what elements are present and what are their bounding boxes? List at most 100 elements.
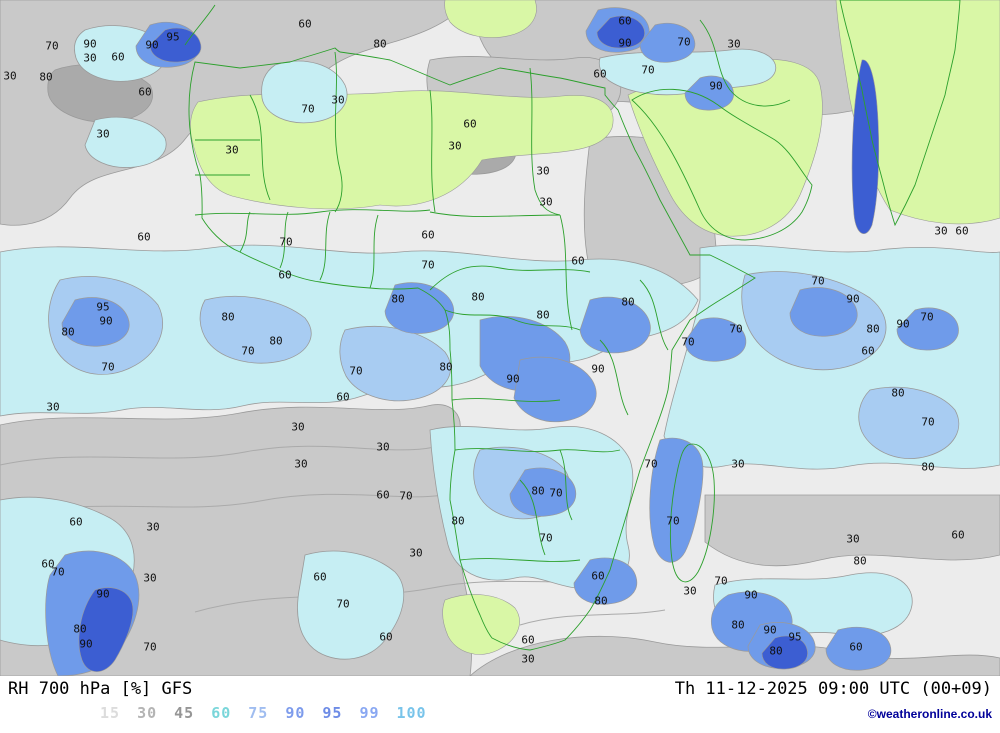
contour-label: 60: [298, 17, 312, 31]
contour-label: 90: [591, 362, 605, 376]
contour-label: 70: [539, 531, 553, 545]
contour-label: 30: [294, 457, 308, 471]
contour-label: 30: [934, 224, 948, 238]
legend-value-75: 75: [248, 704, 269, 722]
contour-label: 30: [146, 520, 160, 534]
contour-label: 80: [531, 484, 545, 498]
contour-label: 60: [571, 254, 585, 268]
contour-label: 90: [506, 372, 520, 386]
contour-label: 30: [46, 400, 60, 414]
contour-label: 90: [83, 37, 97, 51]
contour-label: 60: [138, 85, 152, 99]
contour-label: 70: [677, 35, 691, 49]
title-row: RH 700 hPa [%] GFS Th 11-12-2025 09:00 U…: [8, 679, 992, 699]
copyright-link[interactable]: ©weatheronline.co.uk: [867, 707, 992, 721]
legend-value-95: 95: [322, 704, 343, 722]
contour-label: 70: [920, 310, 934, 324]
contour-label: 80: [853, 554, 867, 568]
contour-label: 80: [439, 360, 453, 374]
contour-label: 70: [666, 514, 680, 528]
contour-label: 80: [866, 322, 880, 336]
contour-label: 60: [591, 569, 605, 583]
contour-label: 30: [727, 37, 741, 51]
legend-value-30: 30: [137, 704, 158, 722]
contour-label: 60: [521, 633, 535, 647]
contour-label: 30: [331, 93, 345, 107]
contour-label: 95: [96, 300, 110, 314]
contour-label: 80: [536, 308, 550, 322]
contour-label: 30: [539, 195, 553, 209]
rh-99-fill-layer: [78, 15, 880, 672]
contour-label: 60: [336, 390, 350, 404]
contour-label: 80: [221, 310, 235, 324]
contour-label: 30: [846, 532, 860, 546]
contour-label: 70: [549, 486, 563, 500]
contour-label: 60: [278, 268, 292, 282]
legend-value-45: 45: [174, 704, 195, 722]
contour-label: 80: [39, 70, 53, 84]
contour-label: 90: [99, 314, 113, 328]
contour-label: 60: [463, 117, 477, 131]
contour-label: 80: [621, 295, 635, 309]
legend-value-100: 100: [396, 704, 427, 722]
contour-label: 80: [891, 386, 905, 400]
contour-label: 80: [921, 460, 935, 474]
contour-label: 70: [811, 274, 825, 288]
contour-label: 90: [145, 38, 159, 52]
contour-label: 60: [861, 344, 875, 358]
legend-value-99: 99: [359, 704, 380, 722]
contour-label: 80: [269, 334, 283, 348]
contour-label: 30: [521, 652, 535, 666]
contour-label: 90: [709, 79, 723, 93]
contour-label: 60: [313, 570, 327, 584]
contour-label: 60: [618, 14, 632, 28]
contour-label: 90: [763, 623, 777, 637]
contour-label: 70: [279, 235, 293, 249]
map-title: RH 700 hPa [%] GFS: [8, 679, 193, 699]
contour-label: 70: [241, 344, 255, 358]
contour-label: 60: [137, 230, 151, 244]
contour-label: 60: [849, 640, 863, 654]
contour-label: 80: [731, 618, 745, 632]
map-area: 30 70 80 90 30 60 95 90 60 30 30 60 70 30 80 30 60 30 30 60…: [0, 0, 1000, 676]
contour-label: 60: [951, 528, 965, 542]
legend-value-60: 60: [211, 704, 232, 722]
contour-label: 30: [376, 440, 390, 454]
contour-label: 60: [955, 224, 969, 238]
contour-label: 90: [79, 637, 93, 651]
contour-label: 30: [409, 546, 423, 560]
contour-label: 70: [399, 489, 413, 503]
contour-label: 30: [96, 127, 110, 141]
contour-label: 95: [788, 630, 802, 644]
contour-label: 30: [448, 139, 462, 153]
contour-label: 80: [73, 622, 87, 636]
contour-label: 30: [683, 584, 697, 598]
contour-label: 70: [681, 335, 695, 349]
contour-label: 70: [729, 322, 743, 336]
humidity-map-svg: [0, 0, 1000, 676]
contour-label: 95: [166, 30, 180, 44]
contour-label: 30: [3, 69, 17, 83]
contour-label: 70: [641, 63, 655, 77]
contour-label: 30: [225, 143, 239, 157]
contour-label: 70: [921, 415, 935, 429]
contour-label: 70: [714, 574, 728, 588]
contour-label: 60: [69, 515, 83, 529]
contour-label: 60: [379, 630, 393, 644]
info-bar: RH 700 hPa [%] GFS Th 11-12-2025 09:00 U…: [0, 676, 1000, 733]
contour-label: 80: [594, 594, 608, 608]
contour-label: 30: [731, 457, 745, 471]
contour-label: 70: [51, 565, 65, 579]
contour-label: 90: [96, 587, 110, 601]
contour-label: 90: [744, 588, 758, 602]
contour-label: 80: [391, 292, 405, 306]
contour-label: 30: [536, 164, 550, 178]
contour-label: 80: [451, 514, 465, 528]
contour-label: 90: [618, 36, 632, 50]
contour-label: 90: [896, 317, 910, 331]
contour-label: 70: [101, 360, 115, 374]
contour-label: 80: [61, 325, 75, 339]
legend-row: 15 30 45 60 75 90 95 99 100 ©weatheronline.co.uk: [8, 704, 992, 722]
contour-label: 60: [376, 488, 390, 502]
valid-time: Th 11-12-2025 09:00 UTC (00+09): [674, 679, 992, 699]
